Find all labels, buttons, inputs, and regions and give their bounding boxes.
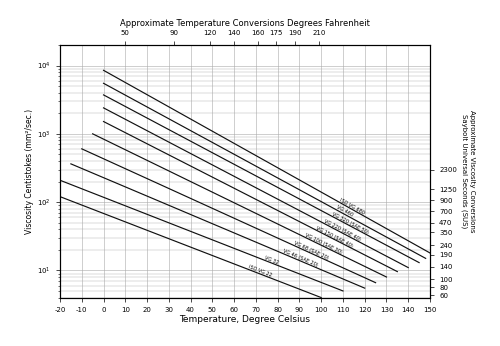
Text: VG 220 (SAE 40): VG 220 (SAE 40) [323, 218, 362, 242]
Text: VG 100 (SAE 30): VG 100 (SAE 30) [304, 233, 343, 255]
Y-axis label: Approximate Viscosity Conversions
Saybolt Universal Seconds (SUS): Approximate Viscosity Conversions Saybol… [461, 110, 474, 233]
Text: VG 150 (SAE 40): VG 150 (SAE 40) [315, 225, 354, 248]
Text: VG 68 (SAE 20): VG 68 (SAE 20) [294, 241, 330, 261]
Text: ISO VG 680: ISO VG 680 [338, 198, 365, 216]
X-axis label: Temperature, Degree Celsius: Temperature, Degree Celsius [180, 315, 310, 324]
Text: VG 320 (SAE 50): VG 320 (SAE 50) [331, 211, 369, 235]
Text: VG 460: VG 460 [336, 205, 353, 218]
Text: ISO VG 22: ISO VG 22 [248, 265, 273, 278]
Y-axis label: Viscosity Centistokes (mm²/sec.): Viscosity Centistokes (mm²/sec.) [26, 109, 35, 234]
X-axis label: Approximate Temperature Conversions Degrees Fahrenheit: Approximate Temperature Conversions Degr… [120, 19, 370, 28]
Text: VG 32: VG 32 [264, 255, 280, 265]
Text: VG 46 (SAE 20): VG 46 (SAE 20) [282, 249, 319, 268]
